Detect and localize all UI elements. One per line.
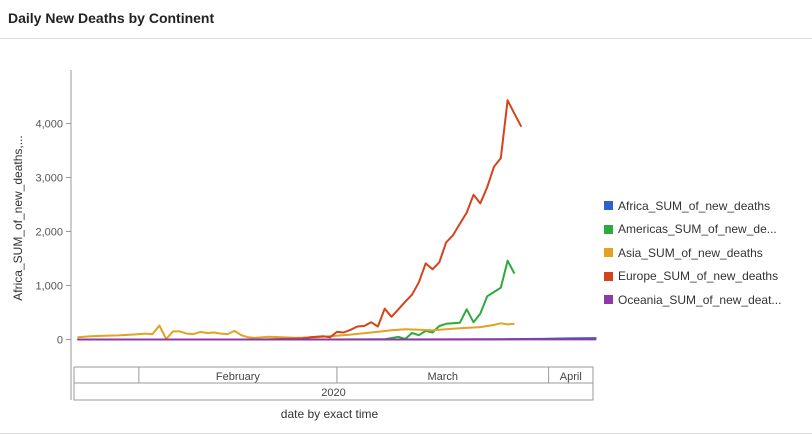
y-tick-label: 4,000 <box>35 119 63 131</box>
x-year-label: 2020 <box>321 387 345 399</box>
y-tick-label: 0 <box>57 335 63 347</box>
x-month-label: March <box>427 371 458 383</box>
legend-item[interactable]: Europe_SUM_of_new_deaths <box>604 265 781 289</box>
x-month-label: April <box>560 371 582 383</box>
legend-label: Europe_SUM_of_new_deaths <box>618 269 779 284</box>
legend-swatch <box>604 248 613 258</box>
legend-swatch <box>604 295 613 305</box>
y-tick-label: 1,000 <box>35 281 63 293</box>
legend-item[interactable]: Asia_SUM_of_new_deaths <box>604 241 781 265</box>
series-line <box>77 322 515 340</box>
legend-item[interactable]: Oceania_SUM_of_new_deat... <box>604 288 781 312</box>
series-line <box>77 99 523 341</box>
panel-title: Daily New Deaths by Continent <box>8 10 215 26</box>
legend-item[interactable]: Africa_SUM_of_new_deaths <box>604 194 781 218</box>
y-tick-label: 3,000 <box>35 173 63 185</box>
legend-swatch <box>604 271 613 281</box>
y-axis-label: Africa_SUM_of_new_deaths,... <box>11 135 25 300</box>
legend-label: Americas_SUM_of_new_de... <box>618 222 777 237</box>
legend-swatch <box>604 224 613 234</box>
series-line <box>77 259 516 341</box>
bottom-divider <box>0 433 812 434</box>
x-month-label: February <box>216 371 261 383</box>
legend-item[interactable]: Americas_SUM_of_new_de... <box>604 218 781 242</box>
legend-label: Africa_SUM_of_new_deaths <box>618 198 771 213</box>
x-axis-label: date by exact time <box>281 407 379 421</box>
legend-label: Oceania_SUM_of_new_deat... <box>618 292 782 307</box>
legend-swatch <box>604 201 613 211</box>
title-divider <box>0 38 812 39</box>
chart-legend[interactable]: Africa_SUM_of_new_deaths Americas_SUM_of_… <box>604 194 781 312</box>
legend-label: Asia_SUM_of_new_deaths <box>618 245 763 260</box>
y-tick-label: 2,000 <box>35 227 63 239</box>
